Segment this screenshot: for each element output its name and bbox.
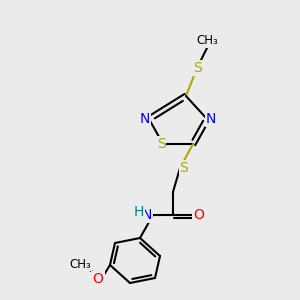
Text: S: S: [180, 161, 188, 175]
Text: O: O: [93, 272, 104, 286]
Text: N: N: [142, 208, 152, 222]
Text: H: H: [134, 205, 144, 219]
Text: S: S: [193, 61, 201, 75]
Text: CH₃: CH₃: [69, 257, 91, 271]
Text: CH₃: CH₃: [196, 34, 218, 47]
Text: S: S: [157, 137, 165, 151]
Text: N: N: [206, 112, 216, 126]
Text: N: N: [140, 112, 150, 126]
Text: O: O: [194, 208, 204, 222]
